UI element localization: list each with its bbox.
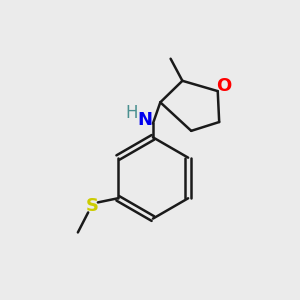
- Text: S: S: [86, 197, 99, 215]
- Text: O: O: [217, 77, 232, 95]
- Text: N: N: [137, 111, 152, 129]
- Text: H: H: [125, 104, 138, 122]
